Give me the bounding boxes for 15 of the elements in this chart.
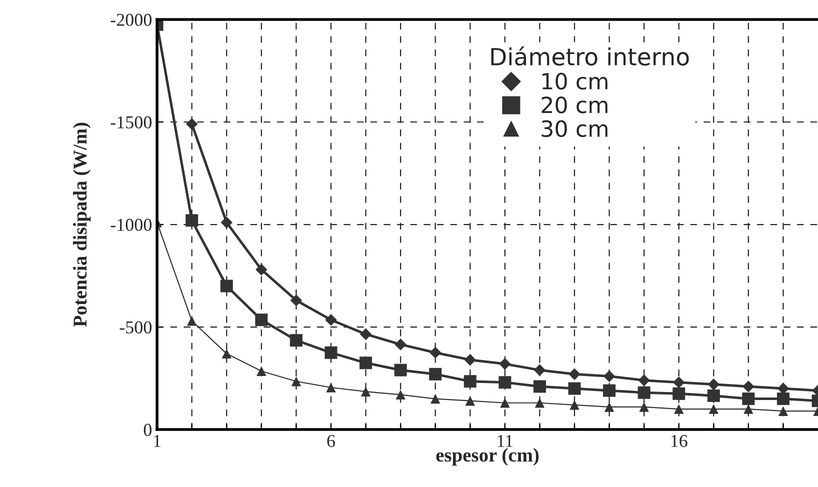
y-axis-title: Potencia disipada (W/m) <box>72 122 91 327</box>
y-tick-label: -1500 <box>110 116 152 128</box>
legend-label: 20 cm <box>542 96 608 114</box>
y-tick-label: -500 <box>120 321 152 334</box>
x-tick-label: 16 <box>671 434 688 448</box>
y-tick-label: 0 <box>144 424 152 436</box>
legend-label: 30 cm <box>542 120 608 138</box>
x-tick-label: 1 <box>154 435 160 447</box>
legend-label: 10 cm <box>542 72 608 90</box>
x-tick-label: 11 <box>498 435 513 447</box>
x-tick-label: 6 <box>327 434 335 448</box>
y-tick-label: -1000 <box>110 218 152 231</box>
legend-title: Diámetro interno <box>491 46 689 66</box>
y-tick-label: -2000 <box>110 14 152 26</box>
x-axis-title: espesor (cm) <box>436 448 539 466</box>
